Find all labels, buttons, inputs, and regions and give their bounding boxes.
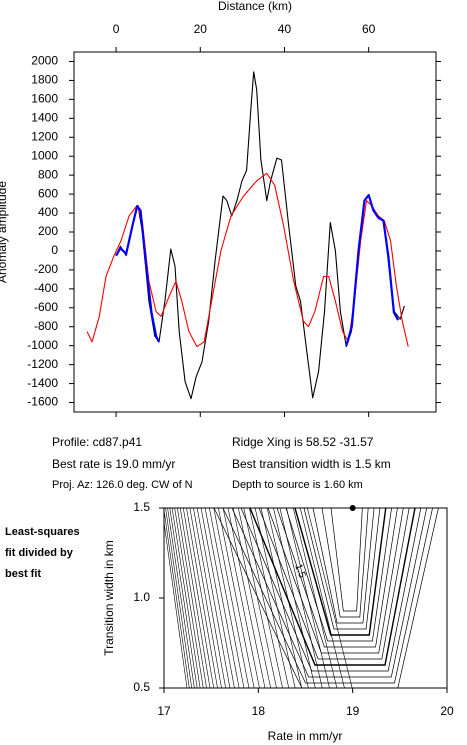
contour-line: [213, 508, 439, 688]
contour-line: [294, 508, 387, 636]
contour-line: [312, 508, 375, 624]
contour-line: [232, 508, 271, 688]
contour-line: [165, 508, 193, 688]
y-axis-title: Anomaly amplitude: [0, 181, 9, 283]
y-tick-label: 1400: [31, 110, 58, 124]
y-tick-label: 800: [38, 167, 58, 181]
info-text: Profile: cd87.p41: [52, 435, 142, 449]
y-tick-label: 0: [51, 243, 58, 257]
x-tick-label: 40: [278, 22, 292, 36]
x-axis-title: Distance (km): [218, 0, 292, 13]
contour-line: [238, 508, 277, 688]
contour-line: [307, 508, 353, 688]
y-tick-label: -400: [34, 281, 58, 295]
y-tick-label: 1.0: [133, 590, 150, 604]
series-line: [86, 172, 409, 348]
contour-line: [164, 520, 188, 688]
info-text: Depth to source is 1.60 km: [232, 479, 363, 491]
y-tick-label: 0.5: [133, 680, 150, 694]
contour-line: [189, 508, 222, 688]
contour-line: [285, 508, 392, 642]
y-tick-label: -800: [34, 319, 58, 333]
contour-line: [164, 508, 190, 688]
y-tick-label: 2000: [31, 54, 58, 68]
contour-lines: [164, 508, 439, 688]
y-tick-label: -1000: [27, 338, 58, 352]
info-text: Ridge Xing is 58.52 -31.57: [232, 435, 374, 449]
y-tick-label: 600: [38, 186, 58, 200]
contour-line: [213, 508, 250, 688]
contour-line: [169, 508, 198, 688]
contour-line: [174, 508, 204, 688]
x-axis-title: Rate in mm/yr: [268, 729, 343, 743]
y-tick-label: 1200: [31, 129, 58, 143]
contour-line: [182, 508, 214, 688]
contour-line: [196, 508, 231, 688]
contour-line: [167, 508, 195, 688]
x-tick-label: 0: [113, 22, 120, 36]
contour-line: [321, 508, 369, 618]
y-tick-label: -1400: [27, 376, 58, 390]
y-tick-label: -200: [34, 262, 58, 276]
info-text: Best rate is 19.0 mm/yr: [52, 457, 175, 471]
contour-line: [171, 508, 201, 688]
contour-line: [258, 508, 410, 660]
contour-line: [222, 508, 433, 684]
x-tick-label: 17: [157, 704, 171, 718]
plot-frame: [73, 51, 437, 413]
y-tick-label: -1600: [27, 395, 58, 409]
contour-line: [303, 508, 381, 630]
contour-line: [218, 508, 255, 688]
info-text: Proj. Az: 126.0 deg. CW of N: [52, 479, 193, 491]
x-tick-label: 60: [362, 22, 376, 36]
x-tick-label: 20: [440, 704, 454, 718]
contour-line: [179, 508, 211, 688]
note-line: fit divided by: [5, 547, 74, 559]
contour-line: [209, 508, 245, 688]
x-tick-label: 19: [346, 704, 360, 718]
contour-line: [249, 508, 290, 688]
contour-line: [240, 508, 422, 672]
contour-line: [330, 508, 363, 612]
contour-line: [193, 508, 226, 688]
contour-line: [243, 508, 283, 688]
y-tick-label: 1000: [31, 148, 58, 162]
x-tick-label: 18: [252, 704, 266, 718]
y-tick-label: 400: [38, 205, 58, 219]
contour-line: [222, 508, 260, 688]
series-line: [115, 194, 400, 347]
note-line: best fit: [5, 568, 41, 580]
contour-line: [299, 508, 345, 688]
contour-line: [276, 508, 398, 648]
y-axis-title: Transition width in km: [102, 540, 116, 656]
y-tick-label: 1600: [31, 92, 58, 106]
contour-line: [227, 508, 266, 688]
y-tick-label: -1200: [27, 357, 58, 371]
x-tick-label: 20: [194, 22, 208, 36]
contour-line: [186, 508, 218, 688]
best-fit-point: [349, 505, 356, 511]
contour-line: [177, 508, 207, 688]
y-tick-label: 200: [38, 224, 58, 238]
note-line: Least-squares: [5, 526, 80, 538]
contour-line: [200, 508, 235, 688]
y-tick-label: -600: [34, 300, 58, 314]
contour-line: [260, 508, 302, 688]
contour-line: [292, 508, 338, 688]
y-tick-label: 1.5: [133, 500, 150, 514]
series-group: [86, 71, 409, 400]
y-tick-label: 1800: [31, 73, 58, 87]
contour-line: [231, 508, 428, 678]
contour-line: [249, 508, 416, 666]
contour-line: [267, 508, 404, 654]
contour-line: [204, 508, 240, 688]
contour-label: 1.5: [292, 563, 307, 580]
info-text: Best transition width is 1.5 km: [232, 457, 391, 471]
